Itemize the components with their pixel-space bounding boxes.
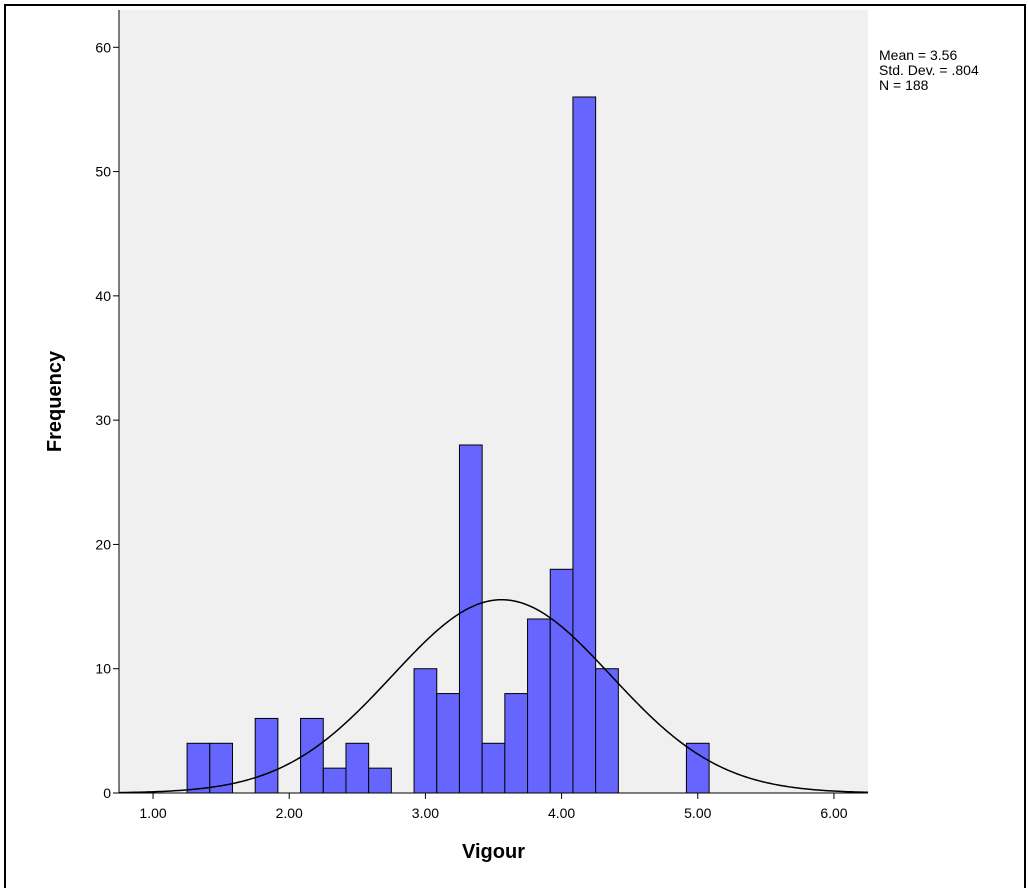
histogram-bar — [436, 693, 460, 794]
y-tick-label: 50 — [95, 164, 111, 180]
y-axis-title: Frequency — [44, 350, 66, 452]
x-tick-label: 2.00 — [276, 805, 303, 821]
axes-group: 0 10 20 30 40 50 60 1.00 2.00 3.00 4.00 5.00 6.00 — [95, 10, 868, 821]
histogram-bar — [254, 717, 279, 794]
histogram-bar — [368, 767, 392, 794]
x-tick-label: 6.00 — [820, 805, 847, 821]
histogram-bar — [481, 742, 506, 794]
histogram-bar — [572, 96, 597, 794]
x-tick-label: 4.00 — [548, 805, 575, 821]
histogram-bar — [322, 767, 347, 794]
histogram-bar — [186, 742, 211, 794]
histogram-bar — [345, 742, 370, 794]
bars-group — [186, 96, 710, 794]
histogram-bar — [595, 668, 619, 794]
normal-curve — [118, 598, 869, 794]
histogram-bar — [685, 742, 710, 794]
mean-label: Mean = 3.56 — [879, 47, 958, 63]
histogram-bar — [549, 568, 574, 794]
n-label: N = 188 — [879, 77, 929, 93]
histogram-bar — [504, 693, 529, 794]
y-tick-label: 20 — [95, 536, 111, 552]
histogram-bar — [413, 668, 438, 794]
x-tick-label: 1.00 — [139, 805, 166, 821]
x-tick-label: 5.00 — [684, 805, 711, 821]
y-tick-label: 40 — [95, 288, 111, 304]
histogram-bar — [458, 444, 483, 794]
y-tick-label: 30 — [95, 412, 111, 428]
statistics-legend: Mean = 3.56 Std. Dev. = .804 N = 188 — [879, 48, 979, 93]
x-tick-label: 3.00 — [412, 805, 439, 821]
chart-frame — [4, 4, 1026, 888]
y-tick-label: 60 — [95, 39, 111, 55]
std-dev-label: Std. Dev. = .804 — [879, 62, 979, 78]
histogram-bar — [527, 618, 551, 794]
plot-area — [119, 10, 868, 793]
x-axis-title: Vigour — [462, 841, 525, 863]
y-tick-label: 0 — [103, 785, 111, 801]
y-tick-label: 10 — [95, 661, 111, 677]
